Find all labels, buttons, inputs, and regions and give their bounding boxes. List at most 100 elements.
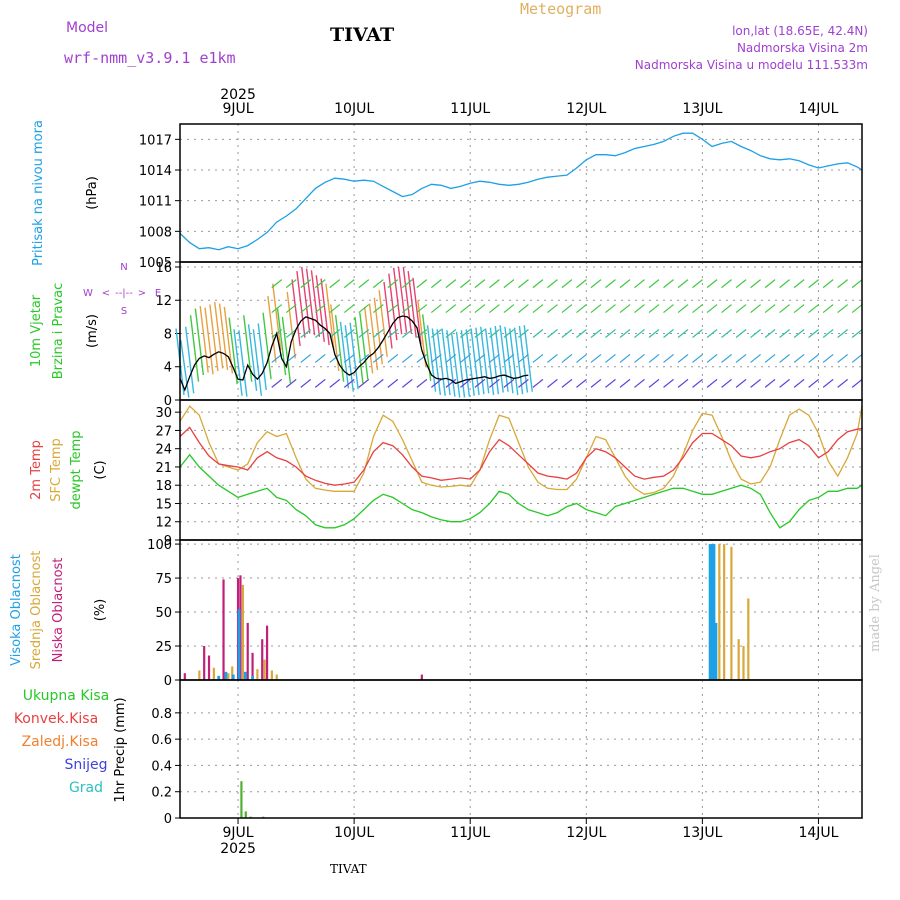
wind-barb — [494, 325, 504, 393]
model-label: Model — [66, 20, 109, 36]
wind-barb — [779, 279, 790, 289]
precip-legend-item: Grad — [69, 780, 103, 796]
wind-barb — [460, 378, 471, 388]
bar-low_cloud — [261, 639, 264, 680]
bar-high_cloud — [251, 675, 254, 680]
wind-barb — [300, 329, 312, 338]
wind-barb — [808, 304, 820, 314]
x-tick-label-top: 10JUL — [334, 101, 374, 117]
wind-barb — [300, 378, 312, 388]
wind-barb — [677, 304, 689, 314]
x-tick-label-bottom: 13JUL — [682, 825, 722, 841]
year-label-top: 2025 — [220, 87, 256, 103]
wind-barb — [281, 316, 292, 384]
y-tick-label: 0 — [164, 812, 172, 827]
wind-barb — [677, 279, 689, 289]
wind-barb — [764, 304, 776, 314]
wind-barb — [372, 378, 384, 388]
y-tick-label: 16 — [155, 261, 172, 276]
wind-barb — [750, 279, 761, 289]
wind-barb — [561, 353, 573, 363]
wind-barb — [445, 279, 457, 289]
wind-barb — [721, 353, 732, 363]
bar-mid_cloud — [231, 666, 234, 680]
wind-barb — [286, 291, 296, 359]
wind-barb — [692, 353, 703, 363]
wind-barb — [499, 325, 509, 392]
wind-barb — [460, 329, 471, 338]
wind-barb — [305, 268, 316, 336]
wind-barb — [750, 353, 761, 363]
y-tick-label: 15 — [155, 497, 172, 512]
compass-arrow-right: > — [138, 288, 146, 299]
wind-barb — [605, 279, 616, 289]
bar-high_cloud — [243, 671, 247, 680]
wind-barb — [271, 279, 283, 289]
wind-barb — [204, 307, 214, 375]
wind-barb — [209, 304, 219, 371]
bar-mid_cloud — [212, 667, 215, 680]
wind-barb — [721, 378, 732, 388]
wind-barb — [851, 304, 863, 314]
wind-barb — [793, 378, 805, 388]
wind-barb — [513, 327, 524, 395]
wind-barb — [314, 353, 326, 363]
wind-barb — [329, 304, 341, 314]
wind-barb — [779, 353, 790, 363]
wind-barb — [436, 329, 446, 396]
wind-barb — [576, 304, 587, 314]
wind-barb — [750, 304, 761, 314]
wind-barb — [605, 329, 616, 338]
wind-barb — [547, 378, 558, 388]
wind-barb — [180, 340, 190, 398]
wind-barb — [518, 279, 529, 289]
wind-barb — [692, 279, 703, 289]
wind-barb — [489, 327, 500, 395]
wind-barb — [343, 378, 355, 388]
wind-barb — [677, 353, 689, 363]
wind-barb — [706, 353, 718, 363]
wind-barb — [397, 266, 408, 333]
wind-barb — [547, 279, 558, 289]
wind-barb — [518, 378, 529, 388]
y-tick-label: 18 — [155, 479, 172, 494]
wind-barb — [634, 378, 645, 388]
wind-barb — [837, 279, 849, 289]
wind-barb — [779, 304, 790, 314]
wind-barb — [233, 329, 243, 396]
wind-barb — [590, 329, 602, 338]
wind-barb — [735, 353, 747, 363]
wind-barb — [561, 304, 573, 314]
wind-barb — [489, 304, 500, 314]
meteogram-title: Meteogram — [520, 0, 602, 18]
temp-ylabel-sfc: SFC Temp — [49, 438, 64, 502]
series-line-sfc — [179, 405, 863, 495]
wind-barb — [721, 279, 732, 289]
wind-barb — [590, 279, 602, 289]
wind-barb — [451, 333, 461, 398]
wind-barb — [271, 378, 283, 388]
wind-barb — [460, 279, 471, 289]
wind-barb — [822, 329, 834, 338]
wind-barb — [576, 353, 587, 363]
wind-barb — [358, 378, 370, 388]
wind-barb — [532, 378, 544, 388]
wind-barb — [430, 378, 442, 388]
wind-barb — [314, 279, 326, 289]
bar-mid_cloud — [730, 546, 733, 680]
series-line-temp2m — [179, 426, 863, 486]
bar-mid_cloud — [263, 659, 266, 680]
x-tick-label-bottom: 9JUL — [222, 825, 253, 841]
bar-high_cloud — [712, 544, 716, 680]
wind-barb — [663, 353, 674, 363]
temp-ylabel-dewpt: dewpt Temp — [69, 430, 84, 509]
wind-barb — [387, 353, 399, 363]
wind-barb — [590, 353, 602, 363]
bar-mid_cloud — [723, 544, 726, 680]
wind-barb — [547, 353, 558, 363]
wind-barb — [343, 304, 355, 314]
wind-barb — [402, 266, 413, 334]
wind-ylabel-1: 10m Vjetar — [29, 294, 44, 367]
wind-barb — [634, 353, 645, 363]
